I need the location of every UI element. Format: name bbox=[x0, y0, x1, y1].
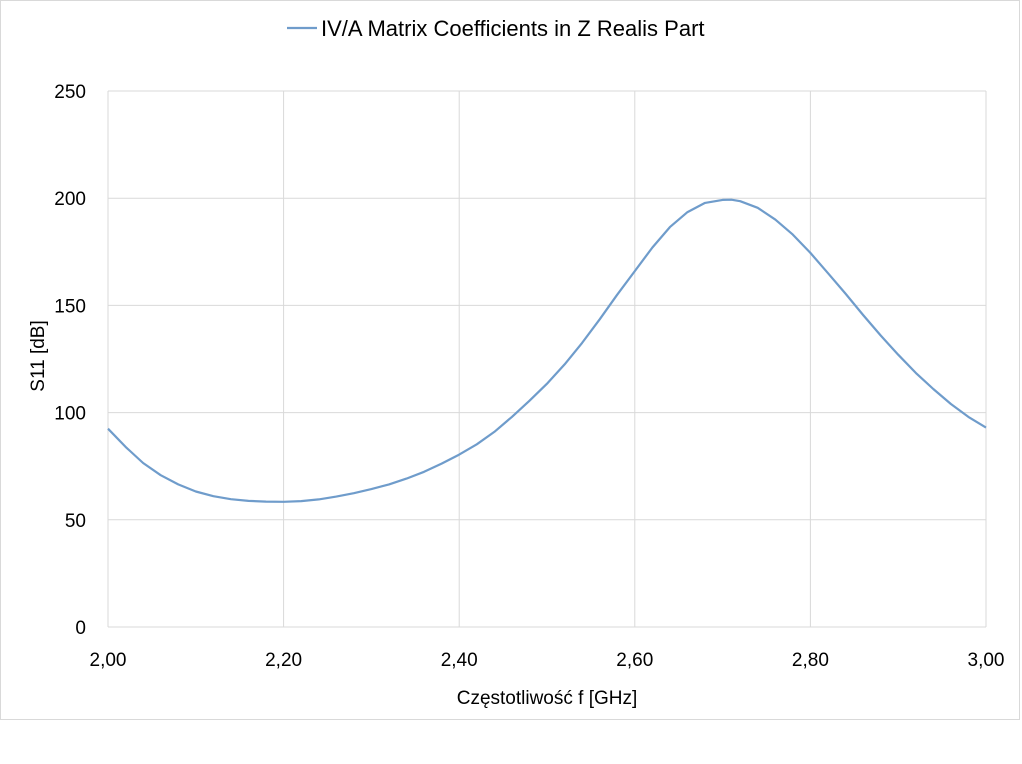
y-axis-title: S11 [dB] bbox=[28, 320, 49, 391]
x-tick-label: 2,80 bbox=[792, 650, 829, 671]
series-layer bbox=[107, 198, 987, 503]
y-tick-label: 100 bbox=[54, 404, 86, 425]
y-tick-label: 150 bbox=[54, 296, 86, 317]
y-tick-label: 250 bbox=[54, 82, 86, 103]
x-axis-title: Częstotliwość f [GHz] bbox=[457, 688, 638, 709]
y-tick-label: 200 bbox=[54, 189, 86, 210]
x-tick-label: 2,60 bbox=[616, 650, 653, 671]
x-axis-tick-labels: 2,00 2,20 2,40 2,60 2,80 3,00 bbox=[90, 650, 1005, 671]
x-tick-label: 3,00 bbox=[968, 650, 1005, 671]
series-line bbox=[107, 198, 987, 503]
legend: IV/A Matrix Coefficients in Z Realis Par… bbox=[287, 16, 705, 41]
y-tick-label: 50 bbox=[65, 511, 86, 532]
x-tick-label: 2,20 bbox=[265, 650, 302, 671]
y-tick-label: 0 bbox=[75, 618, 86, 639]
grid bbox=[107, 90, 987, 628]
legend-label: IV/A Matrix Coefficients in Z Realis Par… bbox=[321, 16, 705, 41]
x-tick-label: 2,40 bbox=[441, 650, 478, 671]
chart-area: IV/A Matrix Coefficients in Z Realis Par… bbox=[0, 0, 1020, 720]
chart-svg: IV/A Matrix Coefficients in Z Realis Par… bbox=[28, 16, 1005, 709]
x-tick-label: 2,00 bbox=[90, 650, 127, 671]
y-axis-tick-labels: 0 50 100 150 200 250 bbox=[54, 82, 86, 639]
